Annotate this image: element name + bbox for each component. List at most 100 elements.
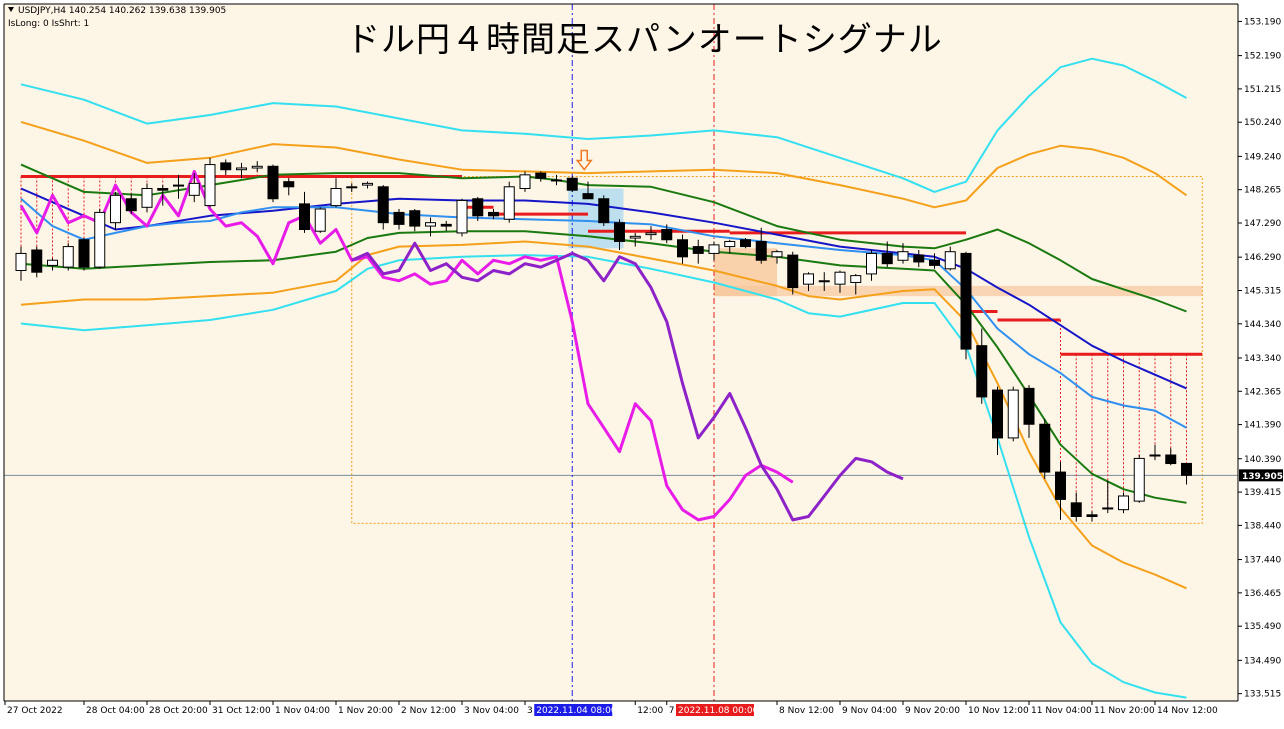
candle — [803, 272, 814, 291]
candle-body — [1118, 495, 1129, 511]
candle-body — [251, 165, 263, 169]
candle — [1181, 462, 1192, 485]
candle-body — [409, 210, 421, 227]
candle — [1102, 480, 1114, 514]
candle-body — [1133, 457, 1145, 502]
candle-body — [236, 167, 247, 171]
current-price-tag — [1239, 469, 1283, 482]
candle-body — [976, 345, 988, 398]
candle — [661, 224, 673, 244]
candle-body — [535, 172, 547, 179]
marker-layer — [575, 149, 593, 171]
candle-body — [425, 222, 436, 227]
candle — [535, 171, 547, 182]
time-tick-label: 9 Nov 04:00 — [842, 706, 897, 716]
candle-body — [62, 246, 74, 268]
price-tick-label: 135.490 — [1244, 622, 1281, 632]
series-line-bb-upper-inner — [20, 120, 1188, 209]
candle-body — [787, 254, 799, 289]
candle-body — [692, 246, 704, 254]
candle-body — [551, 179, 562, 182]
date-marker-label-1: 2022.11.04 08:00 — [536, 706, 617, 716]
candle-body — [519, 174, 531, 189]
support-band — [714, 285, 1203, 297]
candle-body — [1070, 502, 1082, 518]
candle — [1118, 492, 1129, 514]
time-tick-label: 12:00 — [637, 706, 663, 716]
price-tick-label: 133.515 — [1244, 690, 1281, 700]
price-tick-label: 136.465 — [1244, 589, 1281, 599]
candle — [929, 253, 940, 269]
candle-body — [992, 389, 1003, 439]
time-tick-label: 28 Oct 04:00 — [86, 706, 145, 716]
series-line-osc-purple — [351, 241, 904, 522]
price-tick-label: 148.265 — [1244, 186, 1281, 196]
candle — [173, 174, 184, 199]
time-tick-label: 2 Nov 12:00 — [401, 706, 456, 716]
candle-body — [299, 203, 310, 230]
time-tick-label: 11 Nov 20:00 — [1094, 706, 1155, 716]
time-tick-label: 1 Nov 20:00 — [338, 706, 393, 716]
candle-body — [818, 280, 830, 283]
date-marker-label-2: 2022.11.08 00:00 — [678, 706, 759, 716]
price-tick-label: 153.190 — [1244, 17, 1281, 27]
candle — [330, 178, 342, 208]
candle — [472, 197, 484, 221]
candle — [204, 157, 216, 208]
candle — [1133, 455, 1145, 503]
candle-body — [645, 232, 657, 236]
candle-body — [755, 240, 767, 261]
candle-body — [566, 177, 578, 191]
candle — [267, 164, 279, 203]
candle — [393, 209, 405, 230]
candle-body — [629, 235, 641, 239]
candle — [913, 250, 925, 268]
candle — [724, 239, 736, 254]
time-tick-label: 27 Oct 2022 — [7, 706, 63, 716]
signal-range-box — [351, 176, 1203, 524]
symbol-info: USDJPY,H4 140.254 140.262 139.638 139.90… — [8, 6, 226, 16]
candle — [125, 193, 137, 215]
candle — [141, 183, 153, 213]
series-line-bb-upper-outer — [20, 57, 1187, 193]
candle-body — [944, 251, 956, 270]
candle — [614, 219, 625, 250]
chart-menu-triangle-icon[interactable] — [8, 7, 14, 12]
candle — [314, 207, 326, 233]
candle-body — [913, 254, 925, 263]
candle — [251, 161, 263, 172]
candle — [755, 227, 767, 264]
candle — [1055, 461, 1066, 520]
candle — [771, 250, 783, 264]
candle-body — [771, 251, 783, 258]
candle-body — [440, 223, 452, 227]
price-tick-label: 152.190 — [1244, 52, 1281, 62]
price-tick-label: 142.365 — [1244, 387, 1281, 397]
candle — [818, 272, 830, 291]
candle — [188, 173, 200, 203]
candle-body — [897, 251, 909, 261]
candle — [236, 162, 247, 179]
candle — [834, 270, 846, 293]
candle-body — [78, 239, 90, 268]
candle — [566, 176, 578, 192]
candle — [283, 178, 295, 196]
price-axis-panel — [1238, 0, 1284, 725]
candle — [440, 220, 452, 232]
candle-body — [929, 259, 940, 266]
price-tick-label: 141.390 — [1244, 421, 1281, 431]
plot-background — [4, 4, 1238, 701]
candle — [944, 246, 956, 271]
candle — [519, 171, 531, 192]
candle-body — [377, 186, 389, 224]
candle-body — [881, 252, 893, 265]
candle-body — [960, 252, 972, 350]
price-tick-label: 137.440 — [1244, 556, 1281, 566]
candle-body — [15, 252, 27, 272]
candle-body — [1149, 454, 1161, 457]
candle — [47, 258, 58, 271]
candle-body — [1055, 471, 1066, 500]
price-tick-label: 134.490 — [1244, 656, 1281, 666]
